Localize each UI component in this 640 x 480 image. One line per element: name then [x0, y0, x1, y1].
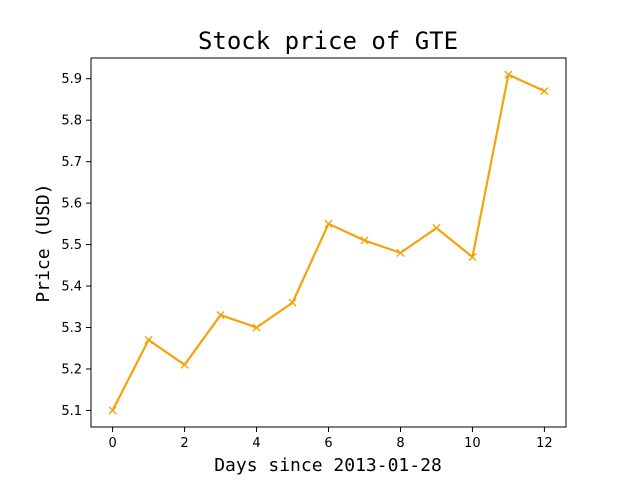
marker-stroke — [144, 335, 153, 345]
y-tick-label: 5.9 — [61, 72, 82, 87]
marker-stroke — [504, 70, 513, 79]
plot-area — [90, 57, 567, 428]
x-tick-label: 0 — [108, 436, 116, 451]
marker-stroke — [180, 360, 189, 369]
data-point-marker-1 — [144, 335, 153, 345]
x-tick-label: 4 — [252, 436, 260, 451]
x-tick-label: 6 — [324, 436, 332, 451]
data-point-marker-2 — [180, 360, 189, 369]
y-tick-label: 5.7 — [61, 155, 82, 170]
marker-stroke — [396, 248, 405, 257]
y-tick-label: 5.1 — [61, 404, 82, 419]
data-point-marker-9 — [432, 223, 441, 233]
y-tick-label: 5.5 — [61, 238, 82, 253]
chart-title: Stock price of GTE — [198, 27, 458, 55]
data-point-marker-8 — [396, 248, 405, 257]
y-tick-label: 5.6 — [61, 197, 82, 212]
marker-stroke — [252, 323, 261, 332]
data-point-marker-4 — [252, 323, 261, 332]
x-axis-label: Days since 2013-01-28 — [214, 455, 442, 476]
x-tick-label: 10 — [464, 436, 481, 451]
y-tick-label: 5.2 — [61, 362, 82, 377]
marker-stroke — [288, 298, 297, 307]
data-point-marker-7 — [360, 236, 369, 245]
series-line-0 — [111, 73, 546, 412]
y-axis-label: Price (USD) — [33, 183, 54, 302]
marker-stroke — [216, 310, 225, 320]
y-tick-label: 5.3 — [61, 321, 82, 336]
x-tick-label: 12 — [536, 436, 553, 451]
y-axis: 5.1 5.2 5.3 5.4 5.5 5.6 5.7 5.8 5.9 — [61, 72, 91, 419]
y-tick-label: 5.8 — [61, 114, 82, 129]
marker-stroke — [432, 223, 441, 233]
x-axis: 0 2 4 6 8 10 12 — [108, 427, 553, 451]
data-point-marker-6 — [324, 219, 333, 228]
y-tick-label: 5.4 — [61, 280, 82, 295]
data-point-marker-3 — [216, 310, 225, 320]
data-point-marker-10 — [468, 252, 477, 262]
data-point-marker-0 — [108, 406, 117, 415]
marker-stroke — [360, 236, 369, 245]
marker-stroke — [468, 252, 477, 262]
data-point-marker-11 — [504, 70, 513, 79]
data-point-marker-12 — [540, 87, 549, 96]
marker-stroke — [108, 406, 117, 415]
marker-stroke — [324, 219, 333, 228]
data-point-marker-5 — [288, 298, 297, 307]
marker-stroke — [540, 87, 549, 96]
x-tick-label: 8 — [396, 436, 404, 451]
plot-frame — [90, 57, 567, 428]
x-tick-label: 2 — [180, 436, 188, 451]
